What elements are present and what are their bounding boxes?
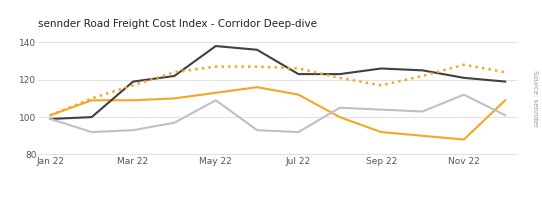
PL->DE [88, 97, 95, 100]
DE->PL [254, 129, 260, 131]
ES->NL [295, 94, 302, 96]
Line: PL->DE: PL->DE [50, 65, 505, 115]
PL->DE [461, 63, 467, 66]
DE->PL [420, 110, 426, 113]
PL->DE [337, 77, 343, 79]
ES->NL [254, 86, 260, 88]
PL->DE [171, 71, 178, 74]
Line: DE->PL: DE->PL [50, 95, 505, 132]
ES->NL [378, 131, 384, 133]
DE->PL [502, 114, 508, 116]
Text: Source: sennder: Source: sennder [532, 70, 538, 127]
DE->DE [130, 80, 136, 83]
Line: ES->NL: ES->NL [50, 87, 505, 139]
DE->PL [461, 94, 467, 96]
DE->PL [130, 129, 136, 131]
DE->PL [337, 107, 343, 109]
PL->DE [502, 71, 508, 74]
Text: sennder Road Freight Cost Index - Corridor Deep-dive: sennder Road Freight Cost Index - Corrid… [38, 19, 317, 29]
DE->DE [420, 69, 426, 72]
ES->NL [337, 116, 343, 118]
PL->DE [47, 114, 54, 116]
PL->DE [295, 67, 302, 70]
DE->DE [254, 49, 260, 51]
PL->DE [420, 75, 426, 77]
DE->DE [47, 118, 54, 120]
DE->PL [212, 99, 219, 102]
DE->DE [295, 73, 302, 75]
ES->NL [171, 97, 178, 100]
DE->DE [378, 67, 384, 70]
ES->NL [88, 99, 95, 102]
DE->PL [171, 122, 178, 124]
Line: DE->DE: DE->DE [50, 46, 505, 119]
DE->DE [502, 80, 508, 83]
ES->NL [502, 99, 508, 102]
DE->DE [461, 77, 467, 79]
ES->NL [130, 99, 136, 102]
ES->NL [212, 91, 219, 94]
DE->DE [212, 45, 219, 47]
DE->PL [88, 131, 95, 133]
ES->NL [461, 138, 467, 141]
PL->DE [130, 84, 136, 87]
ES->NL [47, 114, 54, 116]
PL->DE [254, 65, 260, 68]
DE->PL [378, 108, 384, 111]
DE->DE [171, 75, 178, 77]
PL->DE [378, 84, 384, 87]
DE->DE [88, 116, 95, 118]
DE->PL [47, 118, 54, 120]
DE->DE [337, 73, 343, 75]
ES->NL [420, 135, 426, 137]
PL->DE [212, 65, 219, 68]
DE->PL [295, 131, 302, 133]
